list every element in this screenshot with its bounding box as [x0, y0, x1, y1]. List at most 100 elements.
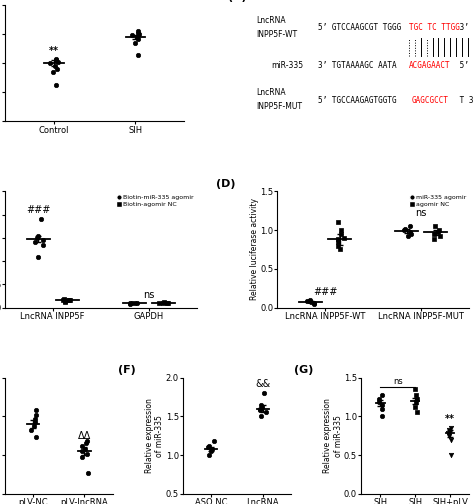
Point: [205, 451, 212, 459]
Point: [134, 27, 142, 35]
Point: [79, 454, 86, 462]
Point: [447, 428, 454, 436]
Text: 5’ GTCCAAGCGT TGGG: 5’ GTCCAAGCGT TGGG: [319, 23, 401, 32]
Text: 3’: 3’: [455, 23, 469, 32]
Point: [210, 437, 218, 445]
Point: [256, 405, 264, 413]
Point: [78, 442, 86, 450]
Point: [31, 418, 39, 426]
Point: [164, 299, 172, 307]
Point: [131, 299, 139, 307]
Text: &&: &&: [255, 379, 270, 389]
Point: [260, 389, 268, 397]
Text: miR-335: miR-335: [271, 61, 303, 70]
Point: [84, 469, 91, 477]
Point: [78, 447, 86, 455]
Point: [257, 406, 264, 414]
Point: [445, 429, 452, 437]
Point: [32, 433, 39, 442]
Point: [30, 422, 37, 430]
Point: [38, 215, 46, 223]
Point: [406, 228, 413, 236]
Text: ###: ###: [26, 205, 51, 215]
Legend: miR-335 agomir, agomir NC: miR-335 agomir, agomir NC: [409, 195, 466, 207]
Text: (G): (G): [294, 365, 314, 375]
Point: [204, 444, 212, 452]
Point: [31, 238, 39, 246]
Point: [131, 39, 139, 47]
Text: T 3’: T 3’: [455, 96, 474, 105]
Point: [307, 298, 315, 306]
Point: [446, 432, 453, 440]
Point: [32, 406, 39, 414]
Y-axis label: Relative expression
of miR-335: Relative expression of miR-335: [323, 398, 343, 473]
Point: [430, 230, 438, 238]
Text: TGC TC TTGG: TGC TC TTGG: [409, 23, 460, 32]
Point: [35, 254, 42, 262]
Point: [53, 65, 61, 73]
Text: ns: ns: [143, 290, 155, 300]
Point: [401, 224, 409, 232]
Point: [82, 439, 90, 448]
Point: [52, 62, 59, 70]
Point: [404, 232, 412, 240]
Point: [135, 35, 142, 43]
Point: [437, 232, 444, 240]
Point: [431, 222, 438, 230]
Point: [257, 401, 264, 409]
Point: [310, 300, 318, 308]
Text: ACGAGAACT: ACGAGAACT: [409, 61, 450, 70]
Point: [66, 296, 74, 304]
Point: [334, 241, 342, 249]
Text: INPP5F-MUT: INPP5F-MUT: [256, 102, 302, 111]
Point: [378, 405, 386, 413]
Y-axis label: Relative expression
of miR-335: Relative expression of miR-335: [145, 398, 164, 473]
Point: [335, 238, 342, 246]
Point: [62, 297, 69, 305]
Point: [447, 435, 455, 444]
Point: [378, 391, 386, 399]
Point: [336, 245, 344, 254]
Point: [61, 297, 69, 305]
Point: [411, 385, 419, 393]
Point: [306, 296, 314, 304]
Point: [378, 401, 385, 409]
Point: [39, 236, 46, 244]
Point: [257, 412, 264, 420]
Point: [54, 58, 62, 66]
Point: [128, 31, 136, 39]
Point: [412, 391, 419, 399]
Point: [407, 222, 414, 230]
Text: ns: ns: [393, 377, 403, 386]
Point: [64, 296, 72, 304]
Text: 5’: 5’: [455, 61, 469, 70]
Point: [334, 218, 342, 226]
Point: [34, 231, 41, 239]
Point: [127, 299, 134, 307]
Point: [205, 442, 212, 450]
Text: INPP5F-WT: INPP5F-WT: [256, 30, 297, 39]
Text: (B): (B): [228, 0, 246, 3]
Point: [133, 299, 141, 307]
Point: [447, 451, 455, 459]
Point: [81, 445, 88, 453]
Text: ΔΔ: ΔΔ: [78, 431, 91, 441]
Point: [411, 403, 419, 411]
Point: [303, 297, 310, 305]
Point: [337, 226, 345, 234]
Text: **: **: [445, 414, 455, 424]
Point: [52, 54, 60, 62]
Point: [407, 230, 414, 238]
Text: LncRNA: LncRNA: [256, 88, 285, 97]
Point: [159, 299, 167, 307]
Point: [401, 226, 408, 234]
Point: [375, 398, 383, 406]
Point: [65, 295, 73, 303]
Point: [155, 299, 163, 307]
Point: [337, 230, 345, 238]
Point: [83, 437, 91, 445]
Text: (D): (D): [216, 178, 236, 188]
Text: ns: ns: [416, 209, 427, 218]
Point: [31, 415, 38, 423]
Point: [39, 241, 46, 249]
